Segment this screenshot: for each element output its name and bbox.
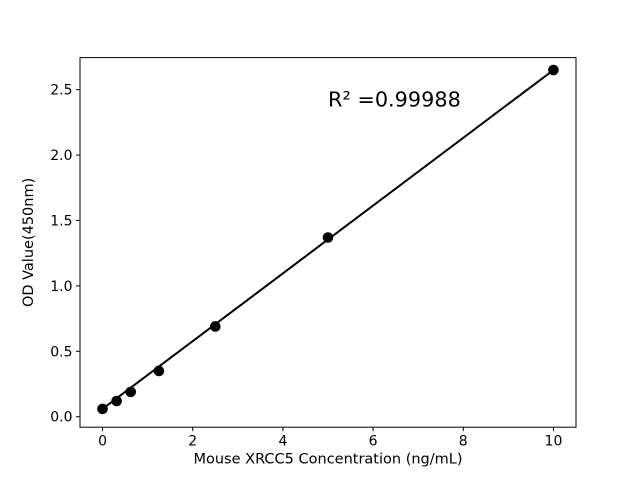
data-point <box>153 365 165 377</box>
x-axis-label: Mouse XRCC5 Concentration (ng/mL) <box>193 452 462 468</box>
x-tick-label: 0 <box>98 434 107 450</box>
y-tick-label: 0.5 <box>50 344 72 360</box>
y-tick-label: 2.0 <box>50 148 72 164</box>
data-point <box>97 403 108 415</box>
x-tick-label: 10 <box>545 434 563 450</box>
y-axis-label: OD Value(450nm) <box>21 178 37 307</box>
data-point <box>548 64 559 76</box>
y-tick-label: 1.5 <box>50 213 72 229</box>
x-tick-label: 2 <box>188 434 197 450</box>
data-point <box>125 386 137 398</box>
data-point <box>322 232 334 243</box>
y-tick-label: 1.0 <box>50 279 72 295</box>
y-tick-label: 2.5 <box>50 83 72 99</box>
r-squared-annotation: R² =0.99988 <box>328 88 461 112</box>
x-tick-label: 4 <box>278 434 287 450</box>
plot-area-spines <box>79 57 577 428</box>
data-point <box>209 321 221 332</box>
y-tick-label: 0.0 <box>50 410 72 426</box>
x-tick-label: 8 <box>459 434 468 450</box>
data-point <box>111 395 122 407</box>
x-tick-label: 6 <box>369 434 378 450</box>
